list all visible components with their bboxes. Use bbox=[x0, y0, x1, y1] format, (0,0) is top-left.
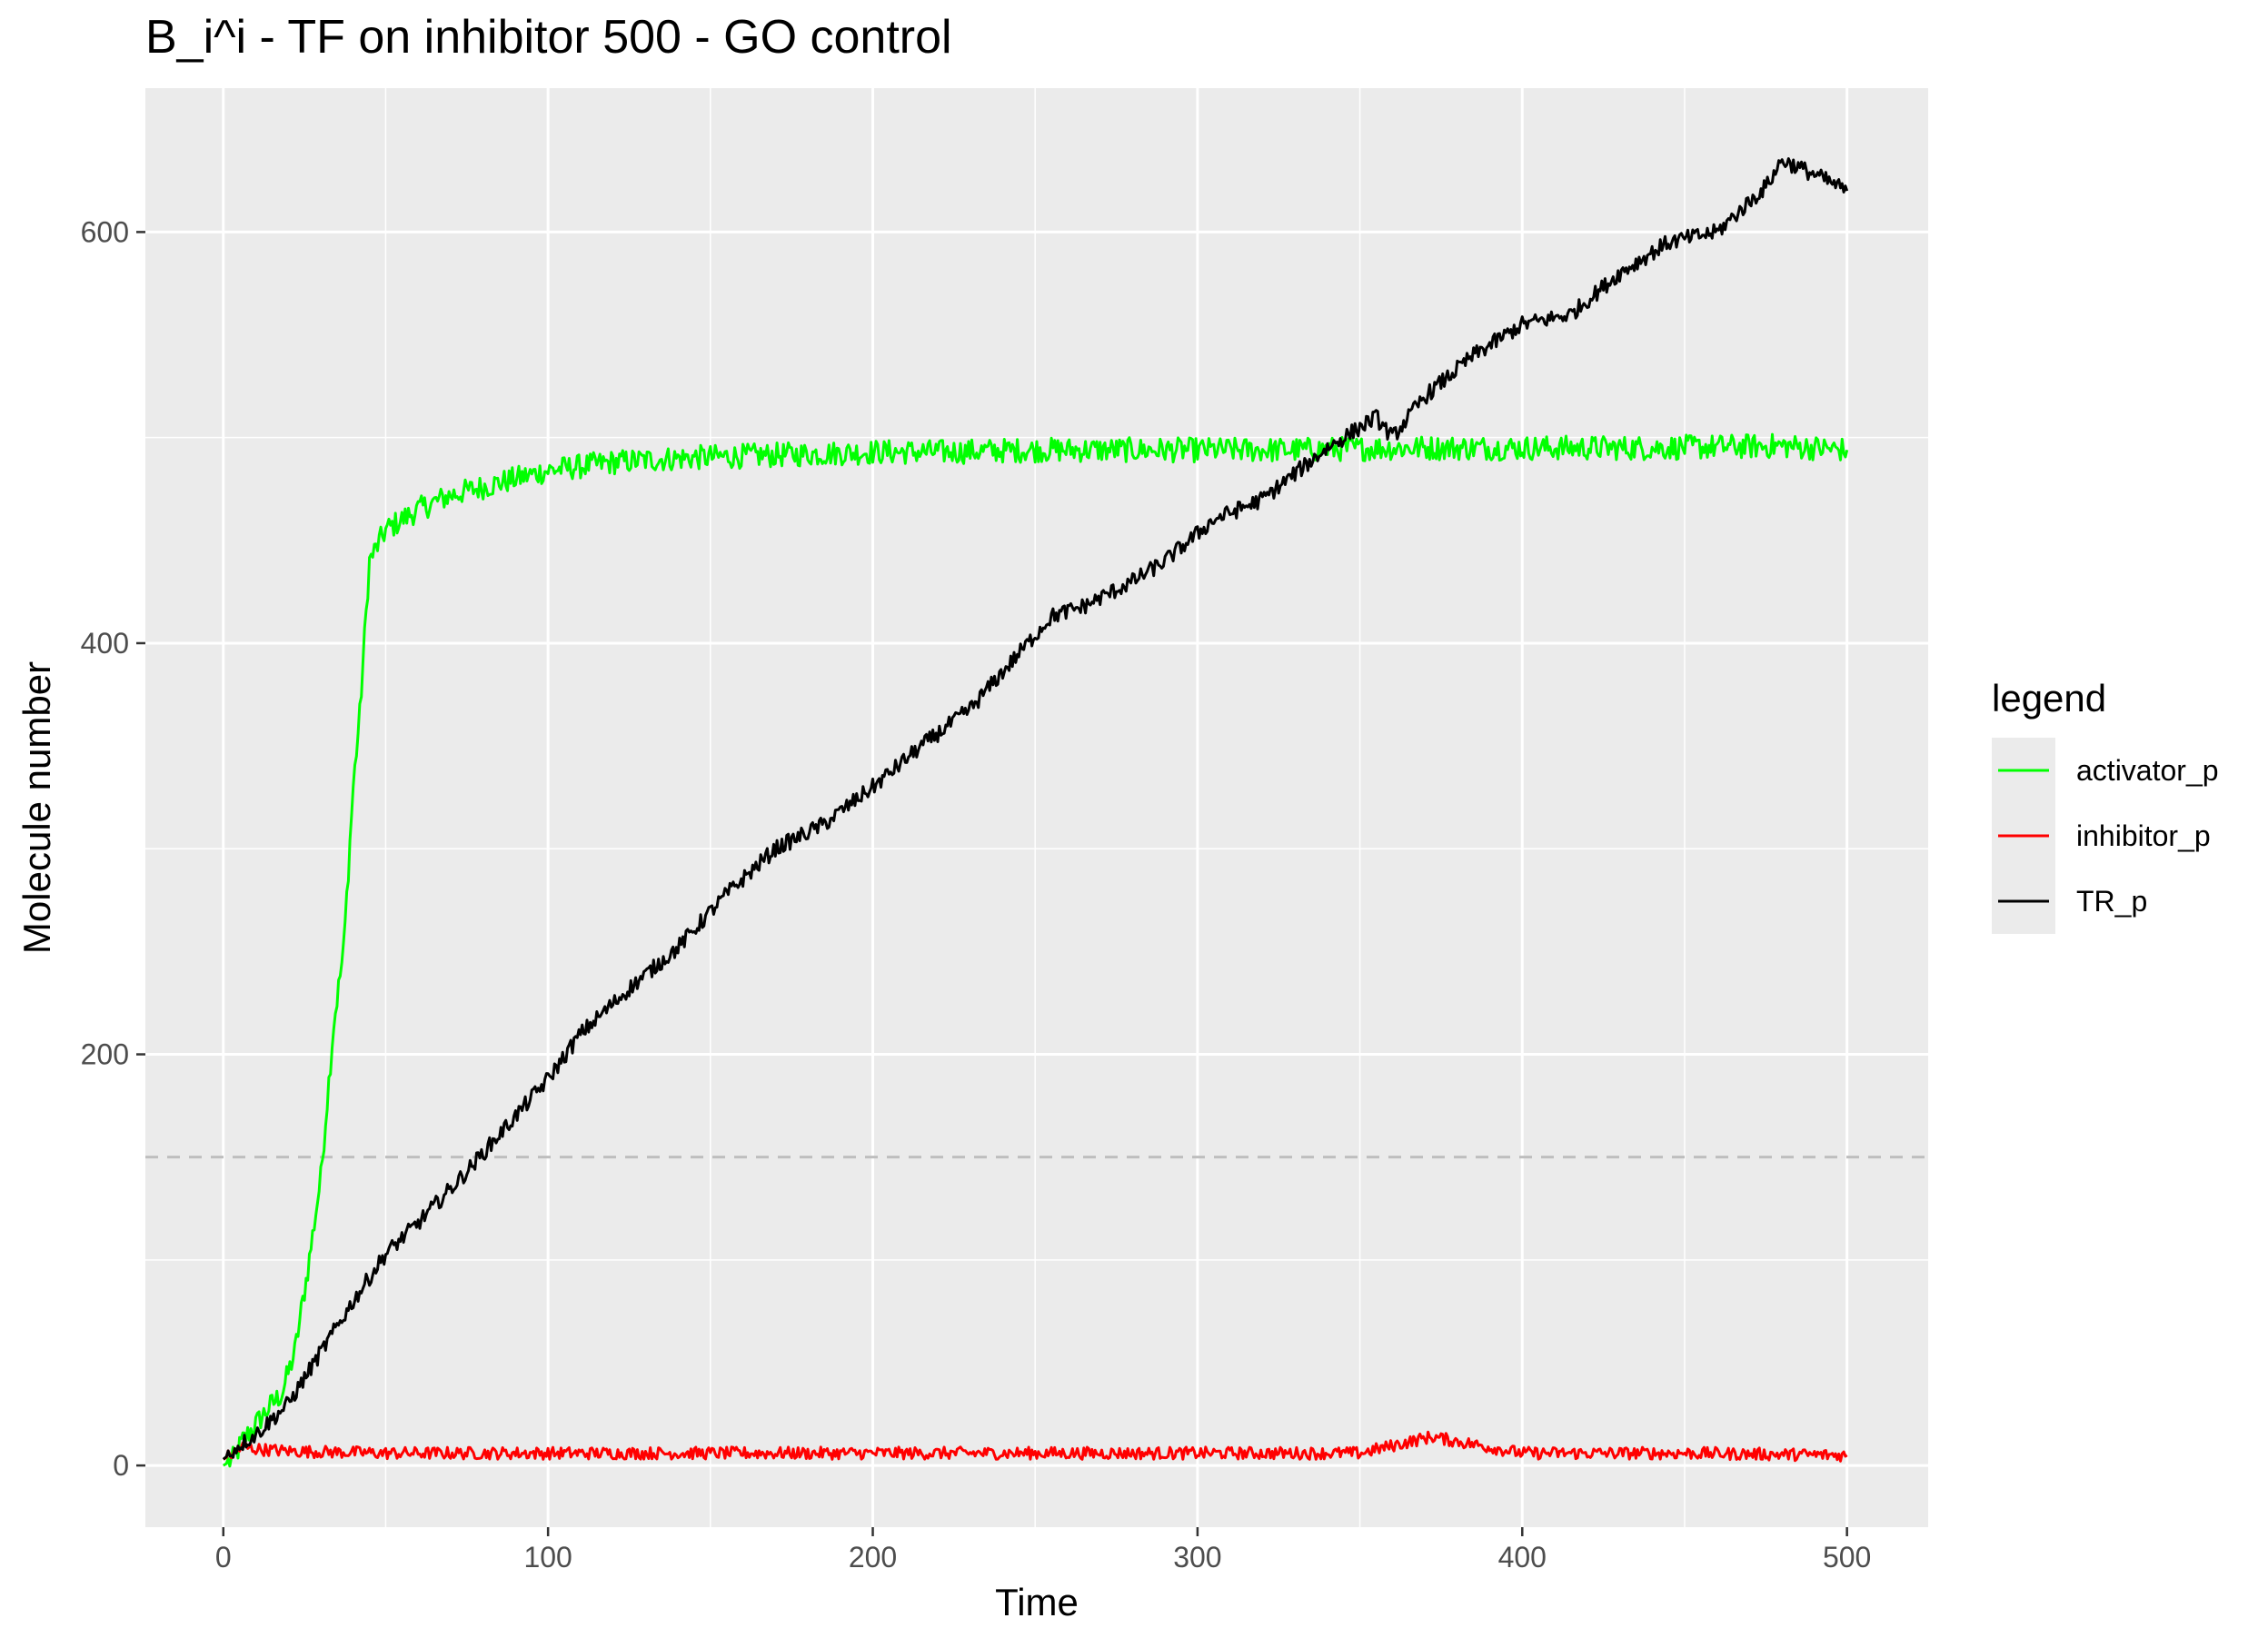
y-tick-label: 600 bbox=[81, 215, 129, 248]
x-tick-label: 400 bbox=[1498, 1541, 1547, 1573]
series-line-activator_p bbox=[223, 432, 1849, 1468]
legend-label-activator_p: activator_p bbox=[2076, 754, 2219, 787]
y-tick-label: 200 bbox=[81, 1038, 129, 1071]
y-tick-label: 400 bbox=[81, 627, 129, 660]
legend: legend activator_p inhibitor_p TR_p bbox=[1992, 677, 2219, 934]
grid-lines bbox=[145, 88, 1928, 1527]
chart-title: B_i^i - TF on inhibitor 500 - GO control bbox=[145, 11, 952, 64]
legend-title: legend bbox=[1992, 677, 2106, 720]
x-tick-label: 500 bbox=[1823, 1541, 1871, 1573]
legend-label-TR_p: TR_p bbox=[2076, 885, 2147, 918]
x-tick-label: 300 bbox=[1173, 1541, 1221, 1573]
y-axis: 0 200 400 600 bbox=[81, 215, 145, 1482]
legend-label-inhibitor_p: inhibitor_p bbox=[2076, 819, 2211, 852]
series-group bbox=[222, 157, 1849, 1468]
series-line-inhibitor_p bbox=[223, 1430, 1848, 1463]
series-line-TR_p bbox=[222, 157, 1849, 1461]
x-tick-label: 100 bbox=[523, 1541, 572, 1573]
x-axis: 0 100 200 300 400 500 bbox=[215, 1527, 1871, 1573]
plot-panel bbox=[145, 88, 1928, 1527]
y-tick-label: 0 bbox=[113, 1449, 129, 1482]
x-tick-label: 200 bbox=[849, 1541, 897, 1573]
x-axis-title: Time bbox=[995, 1581, 1079, 1623]
x-tick-label: 0 bbox=[215, 1541, 232, 1573]
y-axis-title: Molecule number bbox=[15, 661, 58, 954]
